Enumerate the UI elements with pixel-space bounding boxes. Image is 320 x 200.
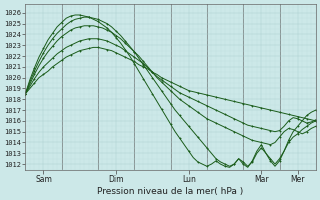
X-axis label: Pression niveau de la mer( hPa ): Pression niveau de la mer( hPa ) bbox=[98, 187, 244, 196]
